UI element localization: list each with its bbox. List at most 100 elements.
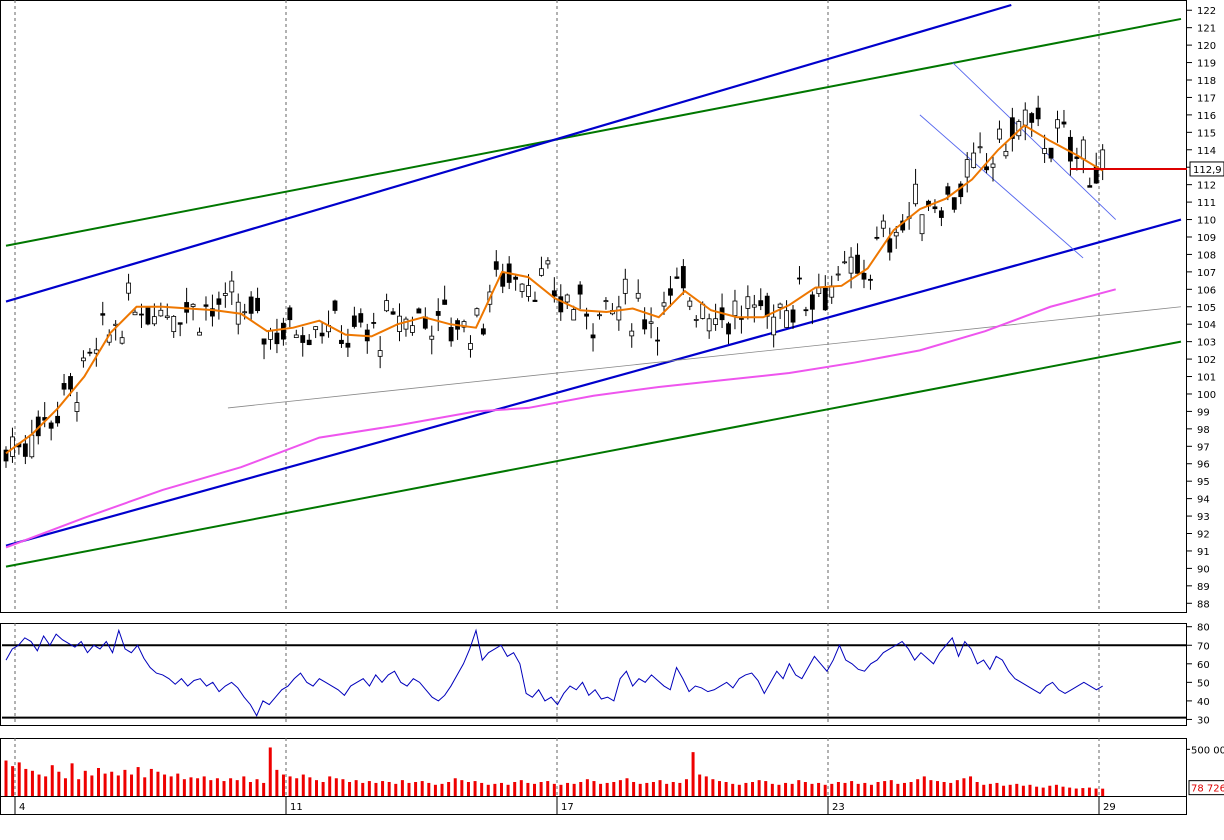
volume-bar xyxy=(606,783,609,796)
volume-bar xyxy=(672,782,675,796)
price-tick-label: 110 xyxy=(1197,216,1216,227)
candle-body xyxy=(436,311,440,315)
volume-bar xyxy=(123,770,126,796)
candle-body xyxy=(359,314,363,323)
price-tick-label: 108 xyxy=(1197,250,1216,261)
candle-body xyxy=(856,255,860,273)
candle-body xyxy=(30,435,34,457)
volume-bar xyxy=(1009,785,1012,796)
price-tick-label: 91 xyxy=(1197,547,1210,558)
volume-bar xyxy=(18,762,21,796)
volume-bar xyxy=(976,782,979,796)
volume-bar xyxy=(348,782,351,796)
candle-body xyxy=(62,383,66,389)
volume-bar xyxy=(883,781,886,796)
volume-bar xyxy=(150,769,153,796)
volume-bar xyxy=(1095,789,1098,796)
candle-body xyxy=(256,298,260,310)
volume-bar xyxy=(322,782,325,796)
volume-bar xyxy=(308,777,311,796)
volume-bar xyxy=(196,778,199,796)
price-tick-label: 112 xyxy=(1197,181,1216,192)
candle-body xyxy=(1088,186,1092,188)
candle-body xyxy=(1023,110,1027,125)
volume-bar xyxy=(421,781,424,796)
candle-body xyxy=(546,261,550,264)
candle-body xyxy=(552,291,556,296)
candle-body xyxy=(772,317,776,335)
candle-body xyxy=(527,286,531,297)
candle-body xyxy=(623,279,627,293)
candle-body xyxy=(946,187,950,195)
volume-bar xyxy=(526,783,529,796)
candle-body xyxy=(804,310,808,311)
candle-body xyxy=(372,322,376,323)
oscillator-tick-label: 60 xyxy=(1197,660,1210,671)
candle-body xyxy=(578,285,582,294)
price-tick-label: 106 xyxy=(1197,285,1216,296)
price-tick-label: 93 xyxy=(1197,512,1210,523)
candle-body xyxy=(752,305,756,307)
candle-body xyxy=(217,299,221,305)
volume-bar xyxy=(189,777,192,796)
volume-bar xyxy=(520,780,523,796)
volume-bar xyxy=(500,783,503,796)
oscillator-tick-label: 70 xyxy=(1197,641,1210,652)
candle-body xyxy=(417,309,421,313)
price-tick-label: 103 xyxy=(1197,338,1216,349)
candle-body xyxy=(881,221,885,228)
volume-bar xyxy=(711,779,714,796)
candle-body xyxy=(630,331,634,336)
candle-body xyxy=(978,147,982,148)
panel-frame xyxy=(1,624,1187,726)
volume-bar xyxy=(632,782,635,796)
candle-body xyxy=(759,301,763,306)
candle-body xyxy=(275,333,279,344)
oscillator-tick-label: 30 xyxy=(1197,715,1210,726)
candle-body xyxy=(797,278,801,279)
price-tick-label: 92 xyxy=(1197,530,1210,541)
candle-body xyxy=(288,308,292,320)
candle-body xyxy=(662,303,666,306)
volume-bar xyxy=(249,782,252,796)
candle-body xyxy=(1062,122,1066,124)
volume-bar xyxy=(77,779,80,796)
volume-bar xyxy=(969,776,972,796)
price-tick-label: 114 xyxy=(1197,146,1216,157)
candle-body xyxy=(1081,140,1085,159)
volume-bar xyxy=(388,782,391,796)
volume-bar xyxy=(810,784,813,796)
volume-bar xyxy=(24,769,27,796)
candle-body xyxy=(127,283,131,293)
volume-bar xyxy=(705,776,708,796)
trend-line xyxy=(228,307,1181,408)
volume-bar xyxy=(341,779,344,796)
trend-line xyxy=(6,342,1181,567)
volume-bar xyxy=(725,782,728,796)
candle-body xyxy=(604,301,608,302)
volume-bar xyxy=(262,783,265,796)
candle-body xyxy=(765,296,769,316)
volume-bar xyxy=(223,781,226,796)
volume-bar xyxy=(943,782,946,796)
volume-bar xyxy=(51,765,54,796)
candle-body xyxy=(559,297,563,312)
oscillator-line xyxy=(6,630,1103,715)
volume-bar xyxy=(229,778,232,796)
volume-bar xyxy=(11,766,14,796)
candle-body xyxy=(972,153,976,167)
volume-bar xyxy=(302,775,305,796)
price-tick-label: 120 xyxy=(1197,41,1216,52)
candle-body xyxy=(49,423,53,428)
volume-bar xyxy=(44,776,47,796)
volume-bar xyxy=(599,784,602,796)
candle-body xyxy=(378,351,382,357)
volume-bar xyxy=(355,780,358,796)
volume-bar xyxy=(619,780,622,796)
candle-body xyxy=(481,329,485,334)
price-tick-label: 101 xyxy=(1197,373,1216,384)
